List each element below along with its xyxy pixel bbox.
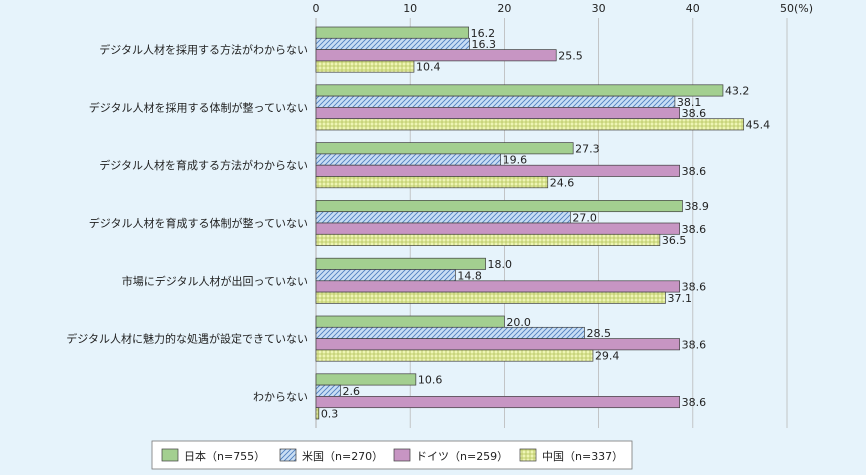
category-label: 市場にデジタル人材が出回っていない — [122, 274, 308, 288]
value-label: 37.1 — [667, 292, 692, 305]
value-label: 38.1 — [677, 96, 702, 109]
bar — [315, 84, 724, 97]
legend-swatch — [393, 448, 411, 462]
value-label: 45.4 — [746, 119, 771, 132]
value-label: 38.6 — [682, 338, 707, 351]
value-label: 20.0 — [506, 316, 531, 329]
value-label: 18.0 — [488, 258, 513, 271]
value-label: 14.8 — [457, 269, 482, 282]
bar — [315, 153, 501, 166]
bar — [315, 211, 571, 224]
category-labels: デジタル人材を採用する方法がわからないデジタル人材を採用する体制が整っていないデ… — [66, 43, 308, 404]
value-label: 16.3 — [472, 38, 497, 51]
value-label: 27.0 — [572, 212, 597, 225]
value-label: 27.3 — [575, 142, 600, 155]
category-label: デジタル人材に魅力的な処遇が設定できていない — [66, 332, 308, 346]
bar — [315, 326, 585, 339]
value-label: 16.2 — [471, 27, 496, 40]
bar — [315, 338, 680, 351]
value-label: 38.6 — [682, 223, 707, 236]
category-label: デジタル人材を採用する体制が整っていない — [89, 100, 308, 114]
category-label: デジタル人材を採用する方法がわからない — [99, 43, 308, 57]
legend-label: 米国（n=270） — [302, 450, 383, 463]
category-label: デジタル人材を育成する方法がわからない — [99, 158, 308, 172]
bar — [315, 257, 486, 270]
bars — [315, 26, 745, 420]
bar — [315, 118, 745, 131]
legend-swatch — [519, 448, 537, 462]
bar — [315, 269, 456, 282]
value-label: 29.4 — [595, 350, 620, 363]
value-label: 38.6 — [682, 396, 707, 409]
bar — [315, 176, 549, 189]
category-label: デジタル人材を育成する体制が整っていない — [89, 216, 308, 230]
value-label: 28.5 — [586, 327, 611, 340]
bar — [315, 291, 666, 304]
value-label: 24.6 — [550, 176, 575, 189]
legend-swatch — [279, 448, 297, 462]
legend-swatch — [161, 448, 179, 462]
bar — [315, 233, 661, 246]
bar — [315, 95, 676, 108]
value-labels: 16.216.325.510.443.238.138.645.427.319.6… — [321, 27, 770, 421]
x-tick-label: 40 — [686, 2, 700, 15]
bar — [315, 349, 594, 362]
bar — [315, 60, 415, 73]
bar — [315, 222, 680, 235]
x-tick-label: 50(%) — [780, 2, 813, 15]
value-label: 36.5 — [662, 234, 687, 247]
value-label: 38.9 — [684, 200, 709, 213]
x-axis-ticks: 0 10 20 30 40 50(%) — [313, 2, 814, 15]
bar — [315, 26, 469, 39]
bar — [315, 200, 683, 213]
value-label: 0.3 — [321, 408, 339, 421]
bar — [315, 49, 557, 62]
x-tick-label: 0 — [313, 2, 320, 15]
bar — [315, 373, 417, 386]
bar — [315, 37, 470, 50]
value-label: 38.6 — [682, 281, 707, 294]
value-label: 38.6 — [682, 165, 707, 178]
value-label: 19.6 — [503, 154, 527, 167]
value-label: 25.5 — [558, 49, 583, 62]
bar — [315, 396, 680, 409]
value-label: 10.6 — [418, 374, 443, 387]
bar — [315, 384, 341, 397]
value-label: 43.2 — [725, 85, 750, 98]
legend-box — [151, 440, 633, 470]
x-tick-label: 30 — [592, 2, 606, 15]
bar — [315, 164, 680, 177]
x-tick-label: 10 — [403, 2, 417, 15]
legend-label: 中国（n=337） — [542, 450, 623, 463]
x-tick-label: 20 — [497, 2, 511, 15]
value-label: 10.4 — [416, 61, 441, 74]
bar — [315, 142, 574, 155]
legend-label: ドイツ（n=259） — [416, 450, 508, 463]
legend: 日本（n=755） 米国（n=270） ドイツ（n=259） 中国（n=337） — [151, 440, 633, 470]
bar — [315, 407, 320, 420]
bar — [315, 315, 505, 328]
legend-label: 日本（n=755） — [184, 449, 265, 463]
value-label: 38.6 — [682, 107, 707, 120]
category-label: わからない — [253, 390, 308, 403]
bar — [315, 107, 680, 120]
value-label: 2.6 — [342, 385, 360, 398]
bar — [315, 280, 680, 293]
